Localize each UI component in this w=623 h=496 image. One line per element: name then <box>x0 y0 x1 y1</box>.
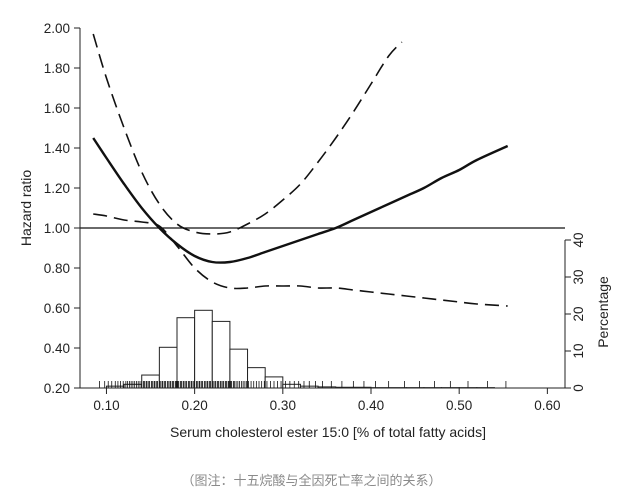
y-tick-label: 1.40 <box>44 141 70 156</box>
x-tick-label: 0.20 <box>181 398 207 413</box>
x-tick-label: 0.30 <box>270 398 296 413</box>
x-tick-label: 0.40 <box>358 398 384 413</box>
rug-plot <box>99 381 507 388</box>
histogram-bar <box>194 309 213 389</box>
histogram <box>105 309 495 389</box>
figure-caption: （图注：十五烷酸与全因死亡率之间的关系） <box>181 474 442 489</box>
y2-tick-label: 10 <box>571 343 586 358</box>
x-axis-label: Serum cholesterol ester 15:0 [% of total… <box>170 424 486 440</box>
y-tick-label: 0.40 <box>44 341 70 356</box>
y-tick-label: 1.80 <box>44 61 70 76</box>
y-tick-label: 1.00 <box>44 221 70 236</box>
histogram-bar <box>176 317 196 389</box>
x-tick-label: 0.50 <box>446 398 472 413</box>
y2-tick-label: 20 <box>571 306 586 321</box>
y-tick-label: 1.60 <box>44 101 70 116</box>
ci-line <box>92 33 403 235</box>
y2-tick-label: 30 <box>571 269 586 284</box>
x-tick-label: 0.60 <box>534 398 560 413</box>
y-tick-label: 1.20 <box>44 181 70 196</box>
y2-axis-label: Percentage <box>595 276 611 348</box>
x-tick-label: 0.10 <box>93 398 119 413</box>
y-tick-label: 0.60 <box>44 301 70 316</box>
y2-tick-label: 40 <box>571 232 586 247</box>
ci-line <box>93 213 508 307</box>
axes <box>74 27 571 394</box>
y2-tick-label: 0 <box>571 384 586 392</box>
y-tick-label: 2.00 <box>44 21 70 36</box>
spline-curves <box>80 33 565 307</box>
tick-labels: 0.20 0.40 0.60 0.80 1.00 1.20 1.40 1.60 1.80 2.00… <box>44 21 586 413</box>
y-tick-label: 0.80 <box>44 261 70 276</box>
y-axis-label: Hazard ratio <box>18 170 34 246</box>
histogram-bar <box>211 320 231 389</box>
estimate-line <box>92 137 509 264</box>
y-tick-label: 0.20 <box>44 381 70 396</box>
